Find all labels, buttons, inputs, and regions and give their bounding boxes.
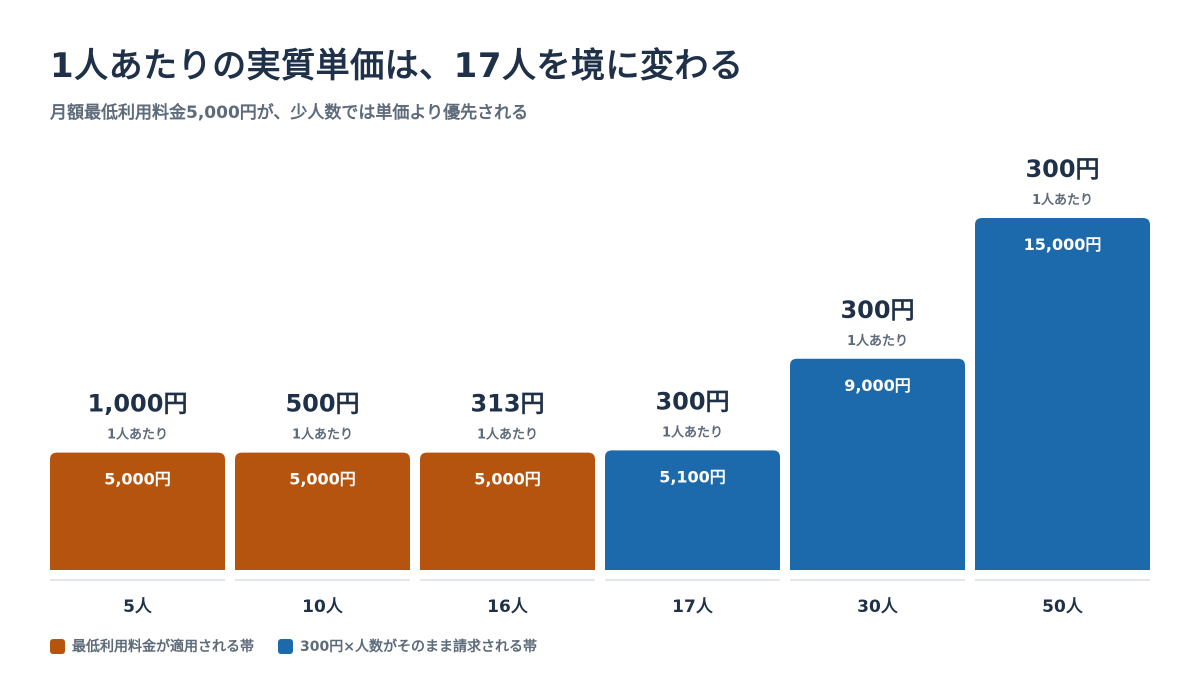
chart-subtitle: 月額最低利用料金5,000円が、少人数では単価より優先される <box>50 103 529 123</box>
per-person-price-label: 300円 <box>1025 155 1099 183</box>
legend-label-minimum: 最低利用料金が適用される帯 <box>72 639 254 655</box>
bar <box>975 218 1150 570</box>
per-person-price-label: 313円 <box>470 390 544 418</box>
baseline-segment <box>605 579 780 581</box>
bar-value-label: 5,000円 <box>104 470 171 489</box>
x-tick-label: 16人 <box>487 597 529 617</box>
legend-label-per-person: 300円×人数がそのまま請求される帯 <box>300 639 537 655</box>
per-person-caption: 1人あたり <box>1032 192 1093 208</box>
chart-legend: 最低利用料金が適用される帯 300円×人数がそのまま請求される帯 <box>50 636 561 656</box>
x-tick-label: 50人 <box>1042 597 1084 617</box>
bar <box>420 452 595 570</box>
bar <box>50 452 225 570</box>
baseline-segment <box>790 579 965 581</box>
legend-item-per-person: 300円×人数がそのまま請求される帯 <box>278 636 537 656</box>
baseline-segment <box>235 579 410 581</box>
bar-value-label: 15,000円 <box>1024 235 1102 254</box>
x-tick-label: 17人 <box>672 597 714 617</box>
per-person-caption: 1人あたり <box>662 424 723 440</box>
bar-value-label: 5,000円 <box>474 470 541 489</box>
baseline-segment <box>50 579 225 581</box>
legend-swatch-minimum <box>50 638 65 654</box>
per-person-price-label: 300円 <box>655 387 729 415</box>
bar <box>605 450 780 570</box>
baseline-segment <box>420 579 595 581</box>
bar-value-label: 5,000円 <box>289 470 356 489</box>
per-person-caption: 1人あたり <box>847 333 908 349</box>
x-tick-label: 30人 <box>857 597 899 617</box>
x-tick-label: 10人 <box>302 597 344 617</box>
per-person-price-label: 500円 <box>285 390 359 418</box>
bar <box>235 452 410 570</box>
chart-title: 1人あたりの実質単価は、17人を境に変わる <box>50 46 744 86</box>
legend-swatch-per-person <box>278 638 293 654</box>
per-person-price-label: 1,000円 <box>88 390 188 418</box>
x-tick-label: 5人 <box>123 597 153 617</box>
per-person-caption: 1人あたり <box>292 427 353 443</box>
bar-value-label: 9,000円 <box>844 376 911 395</box>
per-person-caption: 1人あたり <box>107 427 168 443</box>
per-person-caption: 1人あたり <box>477 427 538 443</box>
legend-item-minimum: 最低利用料金が適用される帯 <box>50 636 254 656</box>
bar <box>790 358 965 570</box>
per-person-price-label: 300円 <box>840 296 914 324</box>
baseline-segment <box>975 579 1150 581</box>
bar-value-label: 5,100円 <box>659 467 726 486</box>
